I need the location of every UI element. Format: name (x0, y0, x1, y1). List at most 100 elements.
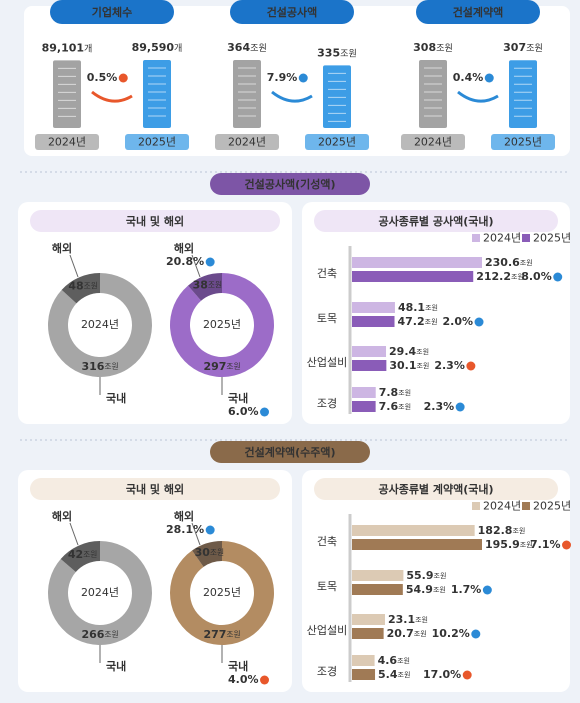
value: 48.1 (398, 301, 425, 314)
bar-value: 5.4조원 (378, 668, 410, 681)
domestic-label: 국내 (106, 659, 126, 673)
bar (352, 257, 482, 268)
bar-value: 29.4조원 (389, 345, 429, 358)
change-label: 28.1% (166, 523, 204, 536)
unit: 조원 (414, 629, 427, 638)
domestic-label: 국내 (106, 391, 126, 405)
donut-year: 2024년 (81, 318, 119, 331)
unit: 조원 (398, 670, 411, 679)
domestic-value: 297조원 (203, 360, 240, 373)
unit: 조원 (425, 303, 438, 312)
unit: 조원 (436, 43, 453, 54)
section-title: 건설계약액(수주액) (244, 445, 335, 459)
value: 55.9 (406, 569, 433, 582)
overseas-slice (187, 273, 222, 301)
category-label: 조경 (317, 665, 337, 678)
bar (352, 614, 385, 625)
bar-value: 30.1조원 (389, 359, 429, 372)
change-icon (205, 257, 215, 267)
year-pill (125, 134, 189, 150)
year-label: 2025년 (504, 136, 542, 149)
overseas-slice (61, 273, 100, 304)
bar (352, 271, 474, 282)
change-label: 2.0% (443, 315, 474, 328)
overseas-label: 해외 (52, 509, 72, 523)
trend-arrow (271, 90, 313, 103)
category-label: 조경 (317, 397, 337, 410)
change-label: 2.3% (434, 359, 465, 372)
change-label: 10.2% (432, 627, 470, 640)
unit: 조원 (398, 388, 411, 397)
year-label: 2024년 (48, 136, 86, 149)
unit: 조원 (433, 585, 446, 594)
value: 308 (413, 41, 436, 54)
year-label: 2025년 (138, 136, 176, 149)
change-icon (474, 317, 484, 327)
overseas-slice (60, 541, 100, 573)
unit: 조원 (226, 362, 240, 371)
domestic-slice (170, 273, 275, 378)
overseas-value: 30조원 (195, 546, 224, 559)
value: 266 (81, 628, 104, 641)
year-pill (401, 134, 465, 150)
domestic-value: 316조원 (81, 360, 118, 373)
bar-value: 23.1조원 (388, 613, 428, 626)
overseas-slice (192, 541, 222, 567)
domestic-slice (169, 541, 274, 645)
value: 4.6 (378, 654, 398, 667)
value: 38 (193, 279, 208, 292)
domestic-value: 277조원 (203, 628, 240, 641)
change-icon (298, 73, 308, 83)
value: 47.2 (398, 315, 425, 328)
overseas-label: 해외 (174, 241, 194, 255)
change-label: 4.0% (228, 673, 259, 686)
bar-value: 230.6조원 (485, 256, 533, 269)
bar-value: 195.9조원 (485, 538, 533, 551)
bar-value: 54.9조원 (406, 583, 446, 596)
bar-value: 47.2조원 (398, 315, 438, 328)
overseas-value: 48조원 (68, 280, 97, 293)
overseas-label: 해외 (174, 509, 194, 523)
category-label: 토목 (317, 312, 337, 325)
summary-bar (509, 60, 537, 128)
unit: 조원 (210, 548, 224, 557)
legend-label: 2025년 (533, 500, 571, 513)
unit: 조원 (397, 656, 410, 665)
bar (352, 346, 387, 357)
donut-year: 2024년 (81, 586, 119, 599)
bar-value: 182.8조원 (478, 524, 526, 537)
year-label: 2025년 (318, 136, 356, 149)
change-icon (466, 361, 476, 371)
change-label: 17.0% (423, 668, 461, 681)
section-pill (210, 441, 370, 463)
bar-value: 55.9조원 (406, 569, 446, 582)
unit: 조원 (83, 550, 97, 559)
bar-value: 7.6조원 (379, 400, 411, 413)
change-label: 8.0% (521, 270, 552, 283)
bar-value: 212.2조원 (476, 270, 524, 283)
donut-year: 2025년 (203, 318, 241, 331)
overseas-label: 해외 (52, 241, 72, 255)
summary-value: 308조원 (413, 41, 453, 54)
unit: 조원 (526, 43, 543, 54)
summary-title: 기업체수 (92, 5, 132, 19)
share-header (30, 478, 280, 500)
change-icon (471, 629, 481, 639)
summary-value: 307조원 (503, 41, 543, 54)
bar (352, 316, 395, 327)
leader (69, 254, 79, 278)
bar (352, 570, 404, 581)
year-pill (35, 134, 99, 150)
unit: 조원 (416, 361, 429, 370)
value: 54.9 (406, 583, 433, 596)
title-pill (416, 0, 540, 24)
summary-bar (323, 65, 351, 128)
year-label: 2024년 (414, 136, 452, 149)
unit: 조원 (398, 402, 411, 411)
value: 30 (195, 546, 211, 559)
value: 89,101 (42, 41, 84, 54)
leader (191, 522, 201, 546)
summary-value: 364조원 (227, 41, 267, 54)
